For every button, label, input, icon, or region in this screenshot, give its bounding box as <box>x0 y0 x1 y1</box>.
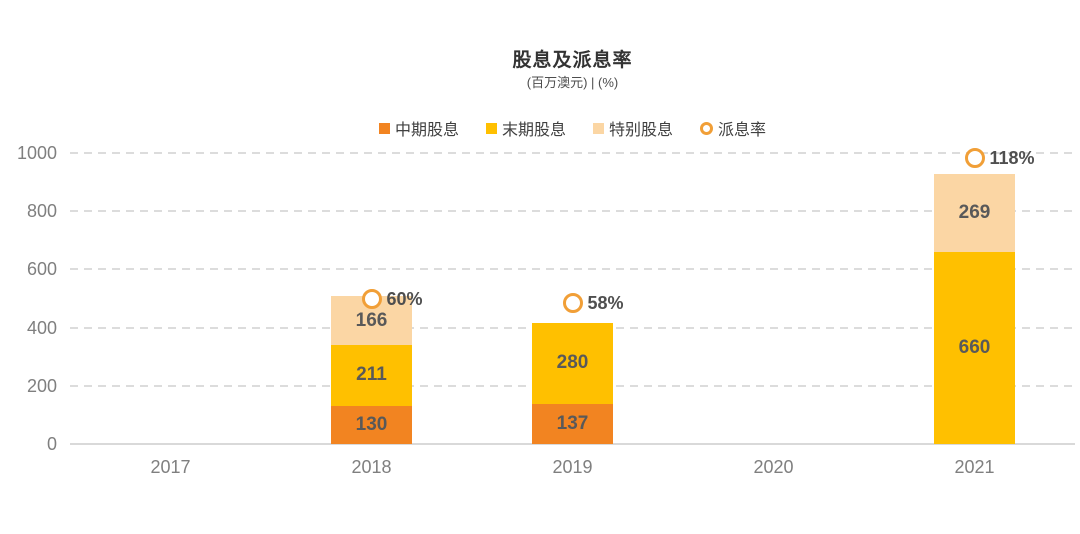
x-axis-line <box>70 443 1075 445</box>
y-tick-label-0: 0 <box>46 434 57 454</box>
bar-segment-special-dividend-2021: 269 <box>934 173 1015 252</box>
payout-ratio-label-2019: 58% <box>587 293 624 314</box>
bar-segment-final-dividend-2021: 660 <box>934 251 1015 444</box>
bar-value-label: 137 <box>556 413 589 435</box>
y-tick-label-400: 400 <box>26 317 57 338</box>
legend-label-payout-ratio: 派息率 <box>718 122 767 139</box>
legend-label-special-dividend: 特别股息 <box>609 122 674 139</box>
bar-value-label: 130 <box>355 414 388 436</box>
y-tick-label-200: 200 <box>26 375 57 396</box>
legend-item-final-dividend: 末期股息 <box>485 116 566 140</box>
gridline-800 <box>70 210 1075 213</box>
legend: 中期股息 末期股息 特别股息 派息率 <box>70 115 1075 141</box>
payout-ratio-marker-2018 <box>361 288 382 309</box>
legend-item-payout-ratio: 派息率 <box>700 116 766 140</box>
legend-ring-icon-payout-ratio <box>700 121 714 135</box>
legend-label-interim-dividend: 中期股息 <box>394 122 459 139</box>
bar-value-label: 269 <box>958 201 991 223</box>
x-tick-label-2018: 2018 <box>351 457 392 477</box>
x-tick-label-2017: 2017 <box>150 457 191 477</box>
bar-value-label: 280 <box>556 352 589 374</box>
legend-square-icon-interim-dividend <box>378 122 390 134</box>
y-tick-label-800: 800 <box>26 201 57 222</box>
legend-square-icon-special-dividend <box>593 122 604 134</box>
legend-item-special-dividend: 特别股息 <box>593 116 673 140</box>
y-tick-label-1000: 1000 <box>16 143 57 163</box>
bar-segment-interim-dividend-2019: 137 <box>532 404 613 444</box>
bar-value-label: 166 <box>355 309 388 331</box>
chart-title: 股息及派息率 <box>512 50 633 71</box>
payout-ratio-label-2021: 118% <box>989 147 1035 168</box>
payout-ratio-marker-2021 <box>964 147 985 168</box>
gridline-1000 <box>70 152 1075 154</box>
x-tick-label-2019: 2019 <box>552 457 593 477</box>
bar-segment-interim-dividend-2018: 130 <box>331 406 412 444</box>
x-tick-label-2020: 2020 <box>753 457 794 477</box>
bar-value-label: 211 <box>356 364 387 386</box>
bar-value-label: 660 <box>958 336 991 358</box>
bar-segment-final-dividend-2019: 280 <box>532 322 613 405</box>
y-tick-label-600: 600 <box>26 259 57 280</box>
legend-label-final-dividend: 末期股息 <box>501 122 566 139</box>
x-tick-label-2021: 2021 <box>954 457 995 477</box>
payout-ratio-marker-2019 <box>562 293 583 314</box>
payout-ratio-label-2018: 60% <box>386 288 423 309</box>
bar-segment-final-dividend-2018: 211 <box>331 344 412 407</box>
legend-item-interim-dividend: 中期股息 <box>378 116 459 140</box>
gridline-600 <box>70 268 1075 271</box>
chart-subtitle: (百万澳元) | (%) <box>526 75 619 90</box>
legend-square-icon-final-dividend <box>485 122 497 134</box>
plot-area: 130 211 166 137 280 660 269 60% 58% 118% <box>70 147 1075 445</box>
